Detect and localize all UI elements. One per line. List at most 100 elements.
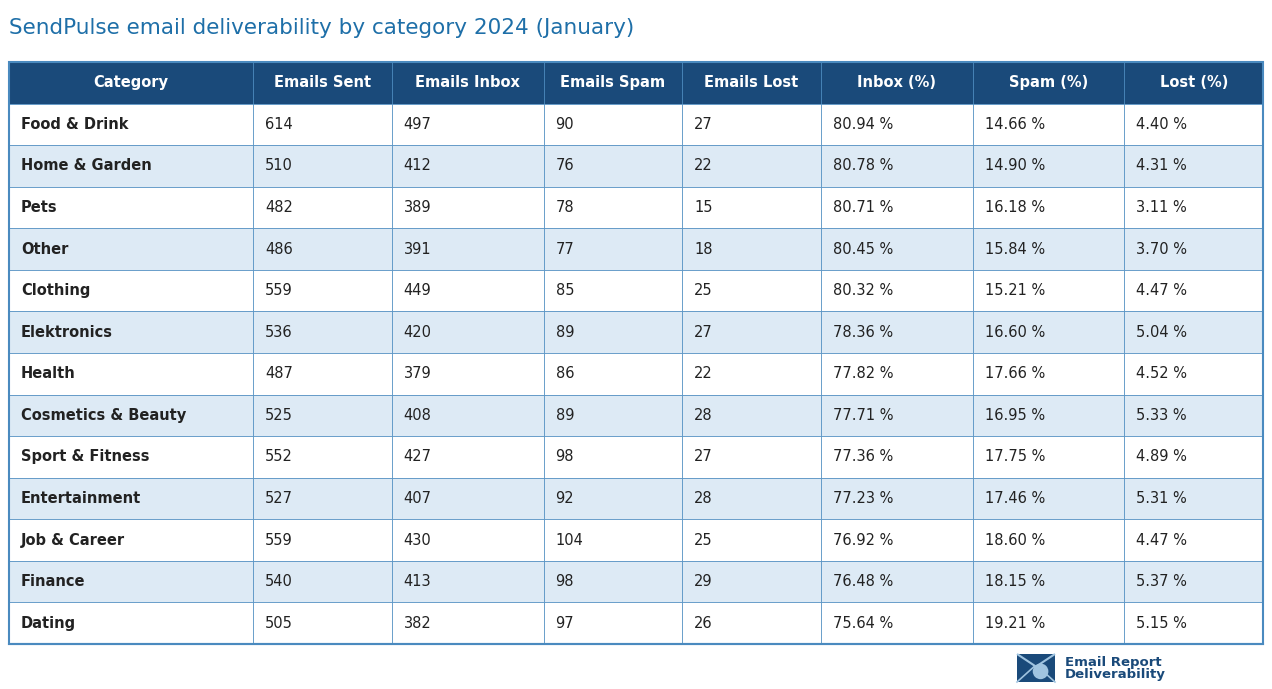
Text: 22: 22 [695, 158, 712, 174]
Bar [1124, 270, 1263, 311]
Text: 559: 559 [265, 533, 293, 548]
Text: Finance: Finance [22, 574, 85, 589]
Text: 552: 552 [265, 449, 293, 464]
Text: 18: 18 [695, 242, 712, 256]
Bar [253, 62, 392, 103]
Bar [392, 520, 543, 561]
Bar [1124, 103, 1263, 145]
Bar [253, 520, 392, 561]
Bar [820, 477, 973, 520]
Text: 98: 98 [556, 449, 574, 464]
Bar [1124, 602, 1263, 644]
Bar [820, 602, 973, 644]
Text: Emails Sent: Emails Sent [273, 75, 371, 90]
Text: 75.64 %: 75.64 % [833, 616, 893, 630]
Text: Food & Drink: Food & Drink [22, 117, 128, 132]
Bar [820, 103, 973, 145]
Bar [820, 270, 973, 311]
Bar [253, 145, 392, 187]
Text: 412: 412 [403, 158, 431, 174]
Bar [9, 561, 253, 602]
Bar [973, 520, 1124, 561]
Text: 29: 29 [695, 574, 712, 589]
Text: 92: 92 [556, 491, 574, 506]
Bar [1124, 561, 1263, 602]
Text: Category: Category [94, 75, 169, 90]
Text: 25: 25 [695, 533, 712, 548]
Text: Emails Lost: Emails Lost [705, 75, 799, 90]
Text: 5.04 %: 5.04 % [1136, 325, 1187, 340]
Bar [392, 561, 543, 602]
Text: 391: 391 [403, 242, 431, 256]
Text: 4.89 %: 4.89 % [1136, 449, 1187, 464]
Text: 449: 449 [403, 283, 431, 298]
Text: Inbox (%): Inbox (%) [857, 75, 936, 90]
Bar [9, 520, 253, 561]
Bar [392, 62, 543, 103]
Text: 486: 486 [265, 242, 293, 256]
Text: 77: 77 [556, 242, 575, 256]
Bar [392, 270, 543, 311]
Bar [973, 62, 1124, 103]
Bar [253, 436, 392, 477]
Text: 559: 559 [265, 283, 293, 298]
Bar [682, 228, 820, 270]
Bar [543, 62, 682, 103]
Bar [543, 395, 682, 436]
Bar [973, 561, 1124, 602]
Bar [9, 436, 253, 477]
Bar [820, 187, 973, 228]
Bar [543, 311, 682, 353]
Text: 17.75 %: 17.75 % [985, 449, 1046, 464]
Bar [392, 228, 543, 270]
Text: 78.36 %: 78.36 % [833, 325, 893, 340]
Text: 80.32 %: 80.32 % [833, 283, 893, 298]
Text: Elektronics: Elektronics [22, 325, 113, 340]
Bar [543, 145, 682, 187]
Bar [973, 395, 1124, 436]
Bar [820, 62, 973, 103]
Bar [973, 602, 1124, 644]
Bar [682, 103, 820, 145]
Text: 407: 407 [403, 491, 431, 506]
Text: 389: 389 [403, 200, 431, 215]
Bar [973, 228, 1124, 270]
Text: 80.45 %: 80.45 % [833, 242, 893, 256]
Text: Lost (%): Lost (%) [1160, 75, 1227, 90]
Text: 28: 28 [695, 408, 712, 423]
Bar [973, 436, 1124, 477]
Bar [392, 436, 543, 477]
Bar [9, 103, 253, 145]
Text: 482: 482 [265, 200, 293, 215]
Text: 89: 89 [556, 325, 574, 340]
Bar [1018, 654, 1054, 682]
Bar [543, 270, 682, 311]
Text: 80.94 %: 80.94 % [833, 117, 893, 132]
Text: 15.84 %: 15.84 % [985, 242, 1044, 256]
Text: 18.60 %: 18.60 % [985, 533, 1044, 548]
Text: 408: 408 [403, 408, 431, 423]
Bar [253, 311, 392, 353]
Text: 98: 98 [556, 574, 574, 589]
Text: 77.36 %: 77.36 % [833, 449, 893, 464]
Bar [973, 103, 1124, 145]
Text: 22: 22 [695, 367, 712, 381]
Text: SendPulse email deliverability by category 2024 (January): SendPulse email deliverability by catego… [9, 18, 635, 38]
Text: 86: 86 [556, 367, 574, 381]
Text: 77.23 %: 77.23 % [833, 491, 893, 506]
Bar [820, 436, 973, 477]
Text: 427: 427 [403, 449, 431, 464]
Text: 540: 540 [265, 574, 293, 589]
Bar [820, 520, 973, 561]
Bar [1124, 187, 1263, 228]
Text: Email Report: Email Report [1065, 657, 1161, 670]
Bar [973, 311, 1124, 353]
Text: 25: 25 [695, 283, 712, 298]
Text: 5.31 %: 5.31 % [1136, 491, 1187, 506]
Text: 3.11 %: 3.11 % [1136, 200, 1187, 215]
Bar [820, 395, 973, 436]
Bar [392, 103, 543, 145]
Text: 430: 430 [403, 533, 431, 548]
Bar [253, 395, 392, 436]
Bar [682, 477, 820, 520]
